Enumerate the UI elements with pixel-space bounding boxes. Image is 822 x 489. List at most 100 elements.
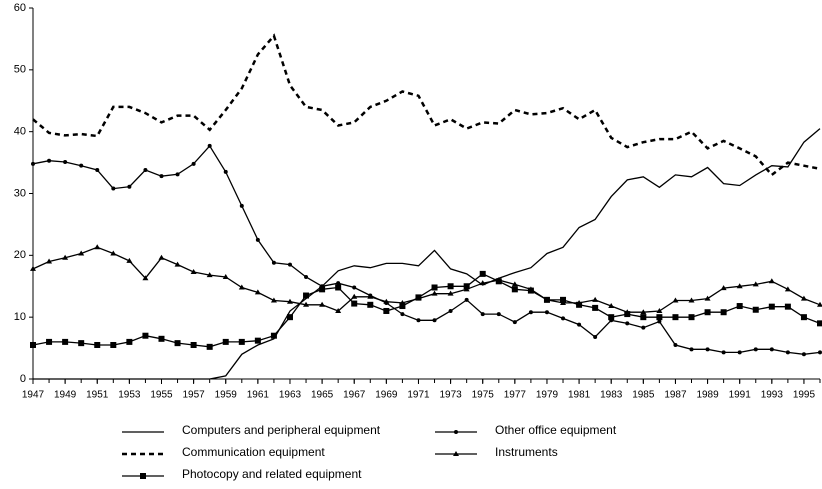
marker — [46, 258, 53, 264]
marker — [560, 296, 567, 303]
marker — [286, 314, 293, 321]
x-tick-label: 1981 — [568, 390, 591, 401]
marker — [303, 292, 310, 299]
x-tick-label: 1957 — [182, 390, 205, 401]
marker — [447, 283, 454, 290]
marker — [656, 307, 663, 313]
marker — [207, 143, 212, 148]
marker — [496, 312, 501, 317]
marker — [416, 318, 421, 323]
x-tick-label: 1953 — [118, 390, 141, 401]
series-line — [32, 144, 821, 355]
marker — [447, 290, 454, 296]
x-tick-label: 1955 — [150, 390, 173, 401]
x-tick-label: 1975 — [472, 390, 495, 401]
marker — [800, 295, 807, 301]
legend-label: Other office equipment — [495, 423, 617, 437]
marker — [479, 270, 486, 277]
x-tick-label: 1995 — [793, 390, 816, 401]
marker — [608, 303, 615, 309]
marker — [206, 272, 213, 278]
marker — [673, 342, 678, 347]
x-tick-label: 1993 — [761, 390, 784, 401]
marker — [577, 322, 582, 327]
marker — [817, 320, 822, 327]
legend-label: Photocopy and related equipment — [182, 467, 362, 481]
marker — [335, 284, 342, 291]
marker — [238, 338, 245, 345]
x-tick-label: 1967 — [343, 390, 366, 401]
marker — [561, 316, 566, 321]
marker — [143, 168, 148, 173]
marker — [528, 310, 533, 315]
marker — [464, 297, 469, 302]
marker — [174, 261, 181, 267]
marker — [688, 297, 695, 303]
marker — [287, 262, 292, 267]
marker — [158, 335, 165, 342]
marker — [720, 309, 727, 316]
marker — [511, 281, 518, 287]
marker — [800, 314, 807, 321]
marker — [304, 274, 309, 279]
x-tick-label: 1951 — [86, 390, 109, 401]
marker — [592, 304, 599, 311]
marker — [142, 332, 149, 339]
marker — [126, 257, 133, 263]
marker — [737, 350, 742, 355]
marker — [736, 303, 743, 310]
marker — [62, 338, 69, 345]
y-tick-label: 30 — [14, 187, 26, 199]
marker — [704, 295, 711, 301]
marker — [752, 281, 759, 287]
marker — [576, 301, 583, 308]
marker — [784, 286, 791, 292]
marker — [768, 278, 775, 284]
marker — [319, 301, 326, 307]
marker — [511, 286, 518, 293]
marker — [656, 314, 663, 321]
marker — [818, 350, 822, 355]
marker — [94, 244, 101, 250]
marker — [689, 347, 694, 352]
marker — [544, 310, 549, 315]
marker — [367, 293, 374, 299]
marker — [175, 172, 180, 177]
x-tick-label: 1961 — [247, 390, 270, 401]
x-tick-label: 1973 — [439, 390, 462, 401]
marker — [383, 298, 390, 304]
marker — [512, 320, 517, 325]
marker — [479, 280, 486, 286]
marker — [543, 296, 550, 303]
marker — [768, 303, 775, 310]
marker — [159, 174, 164, 179]
series-line — [32, 246, 821, 313]
marker — [495, 278, 502, 285]
marker — [255, 237, 260, 242]
marker — [672, 314, 679, 321]
marker — [191, 161, 196, 166]
marker — [271, 260, 276, 265]
marker — [480, 312, 485, 317]
marker — [720, 285, 727, 291]
marker — [736, 283, 743, 289]
marker — [431, 290, 438, 296]
marker — [79, 163, 84, 168]
marker — [399, 303, 406, 310]
marker — [672, 297, 679, 303]
marker — [592, 296, 599, 302]
marker — [463, 283, 470, 290]
x-tick-label: 1985 — [632, 390, 655, 401]
marker — [657, 319, 662, 324]
marker — [78, 250, 85, 256]
marker — [270, 332, 277, 339]
marker — [30, 341, 36, 348]
marker — [624, 311, 631, 318]
y-tick-label: 50 — [14, 64, 26, 76]
marker — [721, 350, 726, 355]
y-tick-label: 60 — [14, 2, 26, 14]
marker — [303, 301, 310, 307]
legend-label: Communication equipment — [182, 445, 325, 459]
x-tick-label: 1965 — [311, 390, 334, 401]
